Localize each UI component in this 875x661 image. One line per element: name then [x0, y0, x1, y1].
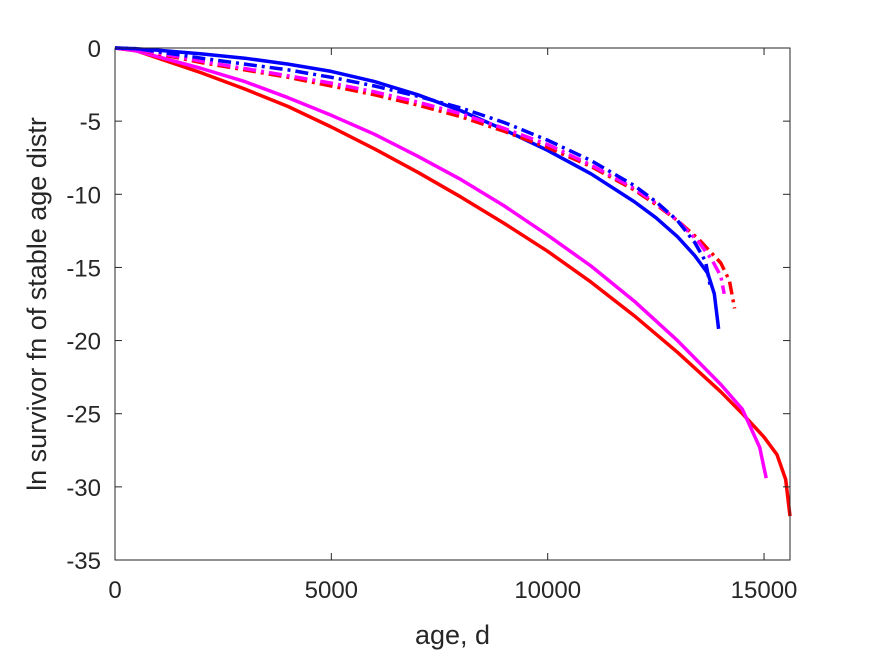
- y-tick-label: -10: [66, 182, 101, 209]
- series-line-1: [114, 46, 792, 517]
- x-axis-title: age, d: [415, 620, 490, 650]
- plot-area: [115, 48, 790, 560]
- y-tick-label: -25: [66, 402, 101, 429]
- x-tick-label: 10000: [514, 577, 581, 604]
- y-tick-label: 0: [88, 36, 101, 63]
- y-tick-label: -30: [66, 475, 101, 502]
- y-tick-label: -5: [80, 109, 101, 136]
- series-line-6: [114, 46, 712, 286]
- series-line-5: [114, 46, 726, 295]
- x-tick-label: 0: [108, 577, 121, 604]
- y-tick-label: -35: [66, 548, 101, 575]
- y-tick-label: -20: [66, 329, 101, 356]
- y-axis-title: ln survivor fn of stable age distr: [22, 117, 52, 491]
- x-tick-label: 15000: [731, 577, 798, 604]
- series-line-4: [114, 46, 737, 309]
- x-tick-label: 5000: [305, 577, 358, 604]
- series-line-2: [114, 46, 768, 479]
- plot-frame: [114, 47, 791, 561]
- ticks-layer: 0 5000 10000 15000 0 -5 -10 -15 -20 -25 -30 -35: [66, 36, 797, 604]
- series-layer: [114, 46, 792, 517]
- y-tick-label: -15: [66, 255, 101, 282]
